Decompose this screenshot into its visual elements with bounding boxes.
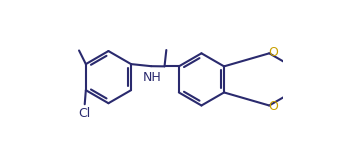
Text: O: O (268, 100, 278, 113)
Text: Cl: Cl (78, 107, 90, 120)
Text: O: O (268, 46, 278, 59)
Text: NH: NH (143, 71, 161, 84)
